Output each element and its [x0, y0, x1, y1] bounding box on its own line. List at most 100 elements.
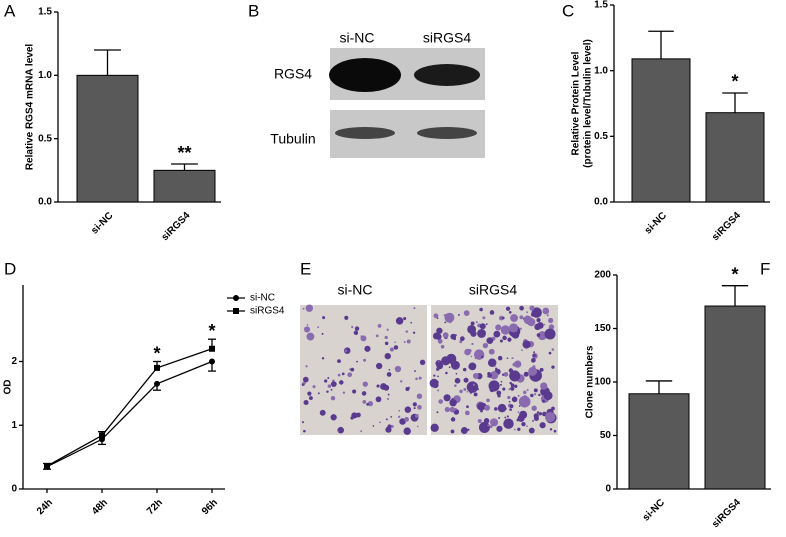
y-tick-label: 1: [11, 420, 17, 431]
colony: [362, 381, 368, 387]
colony: [511, 396, 518, 403]
colony: [321, 332, 324, 335]
colony: [341, 372, 345, 376]
colony: [536, 411, 540, 414]
colony: [541, 399, 545, 403]
colony: [351, 325, 354, 329]
colony: [376, 384, 380, 388]
colony: [509, 408, 512, 411]
colony: [528, 366, 538, 376]
marker: [44, 463, 50, 470]
colony: [532, 353, 536, 358]
x-tick-label: 24h: [35, 497, 55, 517]
colony: [445, 371, 448, 375]
colony: [500, 325, 511, 335]
colony: [337, 373, 341, 377]
colony: [484, 404, 491, 411]
colony: [386, 328, 389, 331]
colony: [473, 349, 485, 360]
colony: [319, 409, 326, 416]
colony: [526, 425, 528, 428]
colony: [449, 398, 457, 407]
colony: [397, 318, 404, 324]
x-tick-label: siRGS4: [710, 497, 743, 530]
panel-label: C: [562, 1, 574, 20]
colony: [460, 427, 468, 434]
colony: [418, 376, 422, 380]
colony: [477, 402, 486, 411]
band: [329, 58, 401, 92]
colony: [394, 365, 402, 373]
colony: [543, 323, 546, 326]
column-label: si-NC: [340, 30, 375, 46]
colony: [403, 427, 411, 435]
colony: [535, 417, 538, 420]
colony: [489, 425, 493, 429]
colony: [479, 323, 486, 330]
colony: [301, 421, 305, 424]
colony: [533, 413, 539, 419]
x-tick-label: 96h: [200, 497, 220, 517]
column-label: siRGS4: [469, 282, 517, 298]
colony: [495, 324, 502, 331]
colony: [317, 326, 320, 329]
colony: [412, 402, 417, 407]
colony: [414, 370, 416, 372]
significance: *: [153, 343, 160, 363]
colony: [322, 316, 326, 320]
colony: [302, 307, 305, 310]
colony: [533, 351, 535, 354]
colony: [364, 345, 371, 352]
colony: [312, 385, 316, 389]
y-tick-label: 1.5: [594, 0, 608, 11]
colony: [500, 380, 503, 383]
y-axis-label: OD: [3, 380, 14, 395]
colony: [436, 362, 444, 370]
colony: [435, 333, 442, 340]
colony: [544, 328, 556, 340]
colony: [306, 324, 309, 326]
legend-label: si-NC: [250, 293, 275, 304]
colony: [509, 404, 514, 409]
y-axis-label: Relative RGS4 mRNA level: [25, 44, 36, 171]
colony: [453, 337, 457, 341]
colony: [532, 420, 534, 422]
panel-label: F: [760, 259, 770, 278]
colony: [536, 322, 544, 329]
colony: [553, 429, 557, 433]
colony: [387, 393, 390, 396]
colony: [497, 355, 503, 361]
colony: [419, 359, 426, 365]
colony: [504, 416, 507, 419]
colony: [478, 421, 490, 433]
colony: [442, 332, 449, 338]
colony: [540, 397, 543, 400]
colony: [466, 390, 469, 393]
colony: [502, 387, 506, 391]
legend-label: siRGS4: [250, 306, 285, 317]
colony: [472, 372, 479, 379]
bar: [631, 58, 691, 203]
colony: [417, 405, 422, 410]
bar: [153, 169, 216, 203]
colony: [389, 347, 394, 352]
colony: [508, 400, 511, 403]
colony: [472, 383, 476, 386]
colony: [403, 341, 406, 343]
colony: [385, 426, 392, 433]
significance: **: [177, 143, 191, 163]
colony: [339, 380, 344, 385]
colony: [463, 377, 469, 383]
colony: [463, 310, 470, 317]
y-tick-label: 150: [594, 323, 611, 334]
column-label: si-NC: [338, 282, 373, 298]
colony: [390, 415, 393, 418]
colony: [413, 407, 416, 410]
colony: [360, 430, 363, 433]
colony: [433, 374, 436, 377]
colony: [551, 348, 555, 351]
colony: [510, 383, 515, 388]
panel-label: E: [300, 259, 311, 278]
colony: [470, 321, 475, 326]
colony: [497, 403, 507, 413]
